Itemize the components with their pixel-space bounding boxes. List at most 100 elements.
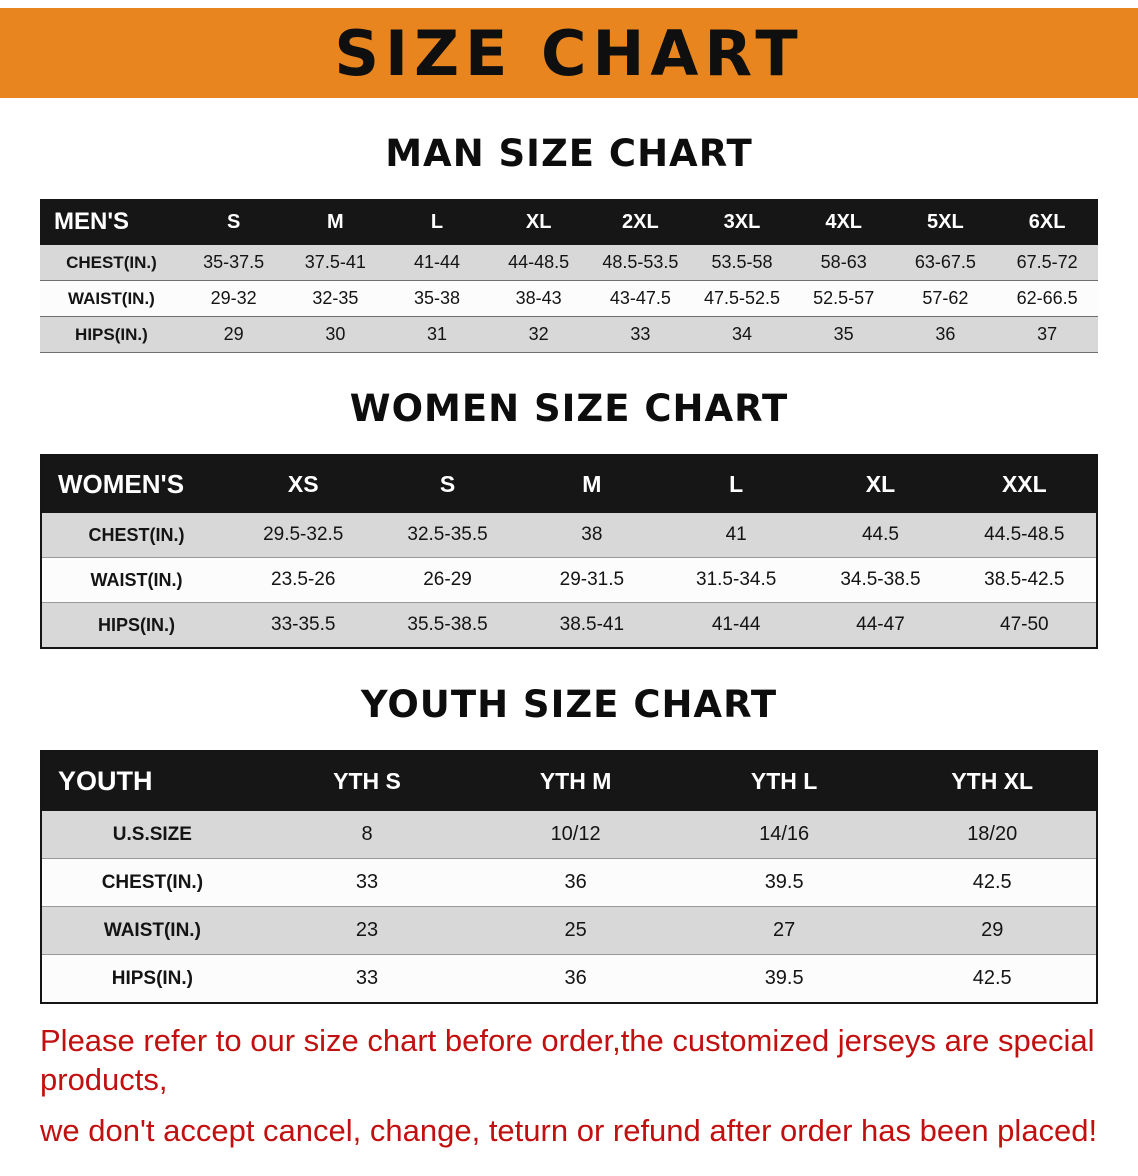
measurement-label: CHEST(IN.) — [101, 871, 204, 893]
men-section-heading: MAN SIZE CHART — [385, 132, 753, 175]
measurement-value: 47-50 — [1000, 614, 1049, 635]
size-header-cell: 4XL — [792, 199, 895, 245]
measurement-value: 44.5-48.5 — [984, 524, 1065, 545]
measurement-value: 67.5-72 — [1016, 252, 1078, 272]
measurement-value: 44.5 — [861, 524, 899, 545]
measurement-value: 38.5-41 — [559, 614, 625, 635]
measurement-value: 34.5-38.5 — [840, 569, 921, 590]
youth-size-table: YOUTH YTH S YTH M YTH L YTH XL U.S.SIZE 8 10/1… — [40, 750, 1098, 1004]
disclaimer-line-1: Please refer to our size chart before or… — [40, 1023, 1095, 1097]
measurement-row: WAIST(IN.) 23.5-26 26-29 29-31.5 31.5-34.5 34… — [41, 557, 1097, 603]
women-section-heading: WOMEN SIZE CHART — [349, 387, 789, 430]
measurement-label: CHEST(IN.) — [66, 252, 157, 272]
measurement-label: HIPS(IN.) — [75, 324, 148, 344]
measurement-value: 41-44 — [413, 252, 461, 272]
measurement-value: 37 — [1037, 324, 1058, 344]
measurement-row: HIPS(IN.) 29 30 31 32 33 34 35 36 37 — [40, 316, 1098, 353]
measurement-value: 36 — [564, 967, 587, 989]
measurement-row: HIPS(IN.) 33-35.5 35.5-38.5 38.5-41 41-44 44-… — [41, 602, 1097, 648]
measurement-value: 38-43 — [515, 288, 562, 308]
measurement-label: HIPS(IN.) — [111, 967, 194, 989]
men-table-body: CHEST(IN.) 35-37.5 37.5-41 41-44 44-48.5 48.5… — [40, 245, 1098, 353]
measurement-value: 33 — [630, 324, 651, 344]
measurement-label: CHEST(IN.) — [88, 524, 185, 545]
size-header-cell: L — [386, 199, 488, 245]
measurement-value: 23.5-26 — [271, 569, 336, 590]
women-table-body: CHEST(IN.) 29.5-32.5 32.5-35.5 38 41 44.5 44.5… — [41, 513, 1097, 648]
measurement-value: 63-67.5 — [914, 252, 976, 272]
measurement-value: 31.5-34.5 — [696, 569, 777, 590]
measurement-label: HIPS(IN.) — [98, 614, 176, 635]
measurement-value: 44-47 — [856, 614, 905, 635]
measurement-value: 29.5-32.5 — [263, 524, 344, 545]
measurement-value: 44-48.5 — [508, 252, 570, 272]
measurement-value: 35-37.5 — [203, 252, 265, 272]
size-header-cell: XS — [231, 455, 376, 513]
measurement-value: 31 — [426, 324, 448, 344]
measurement-value: 52.5-57 — [813, 288, 875, 308]
measurement-value: 33-35.5 — [271, 614, 336, 635]
measurement-row: CHEST(IN.) 29.5-32.5 32.5-35.5 38 41 44.5 44.5… — [41, 513, 1097, 558]
size-header-cell: XL — [487, 199, 590, 245]
size-header-cell: YTH S — [262, 751, 472, 811]
size-header-cell: 6XL — [996, 199, 1098, 245]
table-title-cell: WOMEN'S — [41, 455, 232, 513]
measurement-value: 30 — [325, 324, 346, 344]
measurement-value: 48.5-53.5 — [602, 252, 679, 272]
measurement-value: 27 — [773, 919, 796, 941]
measurement-value: 14/16 — [759, 823, 810, 845]
measurement-row: HIPS(IN.) 33 36 39.5 42.5 — [41, 954, 1097, 1003]
measurement-value: 10/12 — [550, 823, 601, 845]
measurement-value: 38 — [581, 524, 603, 545]
measurement-row: CHEST(IN.) 33 36 39.5 42.5 — [41, 858, 1097, 907]
men-size-section: MAN SIZE CHART MEN'S S M L XL 2XL 3XL 4XL 5XL 6XL… — [0, 132, 1138, 353]
men-size-table: MEN'S S M L XL 2XL 3XL 4XL 5XL 6XL CHEST(IN.) 35-3… — [40, 199, 1098, 353]
measurement-value: 8 — [361, 823, 373, 845]
measurement-value: 58-63 — [820, 252, 867, 272]
measurement-value: 32.5-35.5 — [407, 524, 488, 545]
measurement-value: 29 — [223, 324, 244, 344]
disclaimer: Please refer to our size chart before or… — [0, 1004, 1138, 1176]
page-title: SIZE CHART — [334, 16, 804, 90]
measurement-value: 39.5 — [764, 967, 804, 989]
measurement-label: U.S.SIZE — [112, 823, 192, 845]
measurement-value: 25 — [564, 919, 587, 941]
size-header-cell: XXL — [952, 455, 1097, 513]
size-header-cell: L — [664, 455, 809, 513]
measurement-value: 53.5-58 — [711, 252, 773, 272]
measurement-value: 32 — [528, 324, 549, 344]
measurement-value: 62-66.5 — [1016, 288, 1078, 308]
measurement-label: WAIST(IN.) — [67, 288, 155, 308]
measurement-value: 35-38 — [413, 288, 461, 308]
men-header-row: MEN'S S M L XL 2XL 3XL 4XL 5XL 6XL — [40, 199, 1098, 245]
size-header-cell: 3XL — [691, 199, 793, 245]
size-header-cell: S — [182, 199, 285, 245]
women-size-table: WOMEN'S XS S M L XL XXL CHEST(IN.) 29.5-32.5 32.… — [40, 454, 1098, 649]
measurement-value: 35.5-38.5 — [407, 614, 488, 635]
measurement-value: 34 — [732, 324, 753, 344]
measurement-label: WAIST(IN.) — [90, 569, 183, 590]
size-chart-banner: SIZE CHART — [0, 8, 1138, 98]
disclaimer-line-2: we don't accept cancel, change, teturn o… — [40, 1112, 1098, 1148]
measurement-value: 35 — [833, 324, 854, 344]
measurement-value: 39.5 — [764, 871, 804, 893]
measurement-value: 32-35 — [312, 288, 359, 308]
size-header-cell: M — [519, 455, 665, 513]
youth-size-section: YOUTH SIZE CHART YOUTH YTH S YTH M YTH L YTH… — [0, 683, 1138, 1004]
measurement-value: 57-62 — [922, 288, 969, 308]
measurement-row: CHEST(IN.) 35-37.5 37.5-41 41-44 44-48.5 48.5… — [40, 245, 1098, 281]
measurement-value: 29-32 — [210, 288, 257, 308]
measurement-value: 23 — [355, 919, 379, 941]
measurement-value: 42.5 — [972, 871, 1012, 893]
measurement-value: 47.5-52.5 — [703, 288, 781, 308]
size-header-cell: XL — [808, 455, 953, 513]
measurement-value: 36 — [935, 324, 956, 344]
youth-table-body: U.S.SIZE 8 10/12 14/16 18/20 CHEST(IN.) 33 36 39… — [41, 811, 1097, 1003]
size-chart-page: SIZE CHART MAN SIZE CHART MEN'S S M L XL 2XL 3… — [0, 8, 1138, 1176]
youth-header-row: YOUTH YTH S YTH M YTH L YTH XL — [41, 751, 1097, 811]
size-header-cell: YTH L — [679, 751, 889, 811]
measurement-value: 43-47.5 — [609, 288, 671, 308]
measurement-row: WAIST(IN.) 29-32 32-35 35-38 38-43 43-47.5 47.… — [40, 280, 1098, 317]
measurement-value: 18/20 — [967, 823, 1018, 845]
measurement-value: 29-31.5 — [559, 569, 625, 590]
